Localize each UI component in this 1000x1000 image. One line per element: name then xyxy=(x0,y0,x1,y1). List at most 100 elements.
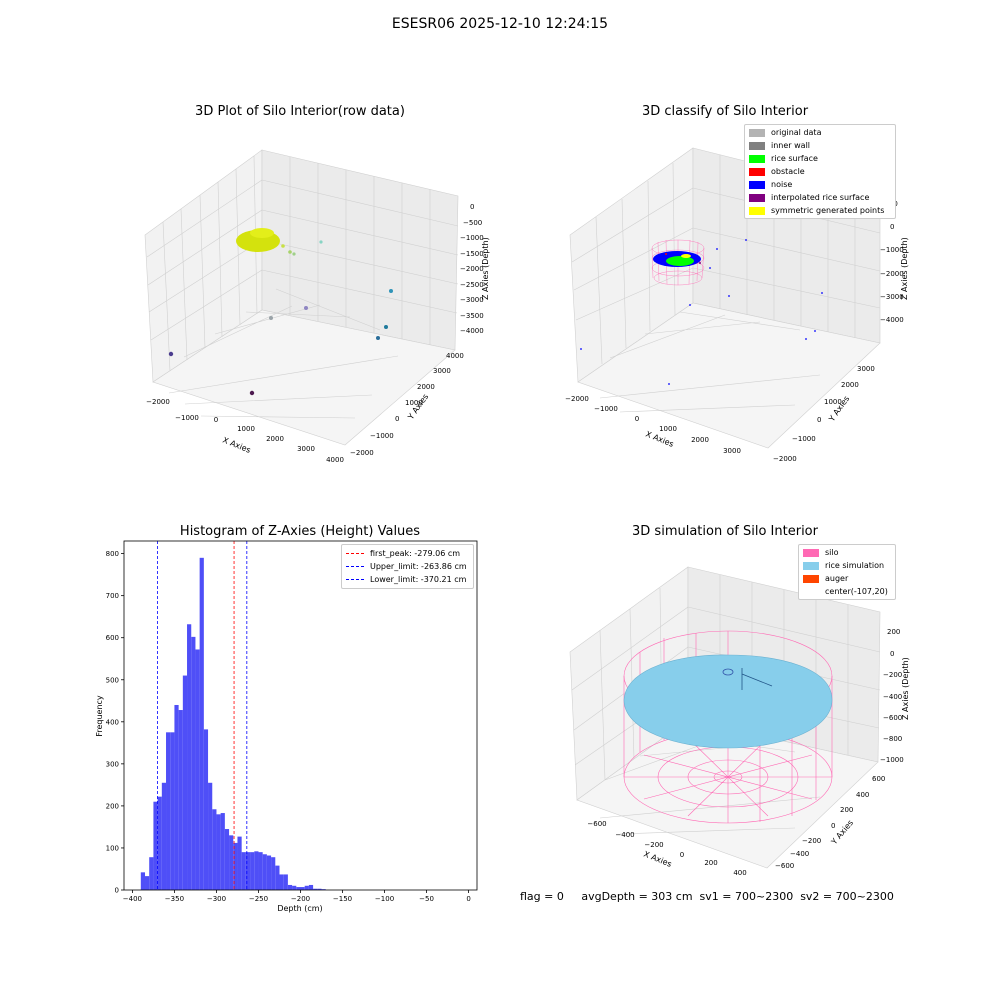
raw-plot-title: 3D Plot of Silo Interior(row data) xyxy=(195,104,405,119)
histogram-bar xyxy=(237,836,242,890)
histogram-chart: −400 −350 −300 −250 −200 −150 −100 −50 0 0 100 200… xyxy=(95,540,478,913)
y-tick-label: 500 xyxy=(106,676,119,684)
classify-y-tick: 3000 xyxy=(857,365,875,373)
legend-swatch xyxy=(749,206,765,215)
classify-z-tick: −4000 xyxy=(880,316,904,324)
classify-y-tick: −2000 xyxy=(773,455,797,463)
raw-z-label: Z Axies (Depth) xyxy=(481,237,490,300)
classify-z-tick: 0 xyxy=(890,223,894,231)
histogram-bar xyxy=(191,636,196,890)
classify-plot-title: 3D classify of Silo Interior xyxy=(641,104,809,119)
histogram-bar xyxy=(266,855,272,890)
legend-item: rice surface xyxy=(745,152,895,165)
classify-x-tick: 0 xyxy=(635,415,639,423)
legend-swatch xyxy=(749,167,765,176)
raw-z-tick: −1500 xyxy=(460,250,484,258)
histogram-bar xyxy=(199,557,204,890)
raw-z-tick: −4000 xyxy=(460,327,484,335)
histogram-bar xyxy=(254,851,259,890)
legend-swatch xyxy=(749,141,765,150)
histogram-bars xyxy=(140,557,326,890)
raw-y-tick: 3000 xyxy=(433,367,451,375)
histogram-bar xyxy=(233,842,238,890)
simulation-y-tick: −200 xyxy=(802,837,821,845)
histogram-bar xyxy=(229,835,234,890)
legend-item: original data xyxy=(745,126,895,139)
legend-label: auger xyxy=(825,574,849,583)
x-tick-label: 0 xyxy=(466,895,470,903)
simulation-z-tick: −400 xyxy=(883,693,902,701)
classify-x-tick: 1000 xyxy=(659,425,677,433)
legend-label: original data xyxy=(771,128,822,137)
legend-item: rice simulation xyxy=(799,559,895,572)
legend-label: Lower_limit: -370.21 cm xyxy=(370,575,467,584)
simulation-z-tick: −1000 xyxy=(880,756,904,764)
histogram-bar xyxy=(317,888,322,890)
histogram-reference-lines xyxy=(157,541,248,890)
simulation-x-label: X Axies xyxy=(642,850,673,869)
histogram-bar xyxy=(166,732,171,890)
histogram-bar xyxy=(275,865,280,890)
legend-item: Upper_limit: -263.86 cm xyxy=(342,560,473,573)
raw-y-tick: 0 xyxy=(395,415,399,423)
classify-y-tick: 1000 xyxy=(824,398,842,406)
simulation-plot-title: 3D simulation of Silo Interior xyxy=(632,524,818,539)
x-tick-label: −400 xyxy=(123,895,142,903)
legend-line xyxy=(346,566,364,567)
simulation-x-tick: 400 xyxy=(733,869,746,877)
legend-label: silo xyxy=(825,548,839,557)
histogram-bar xyxy=(245,852,251,890)
histogram-bar xyxy=(283,874,288,890)
histogram-bar xyxy=(153,801,158,890)
histogram-bar xyxy=(170,732,175,890)
histogram-bar xyxy=(149,857,154,890)
raw-y-tick: 1000 xyxy=(405,399,423,407)
y-tick-label: 700 xyxy=(106,592,119,600)
legend-swatch xyxy=(803,561,819,570)
legend-swatch xyxy=(749,128,765,137)
raw-y-tick: −1000 xyxy=(370,432,394,440)
raw-x-tick: −2000 xyxy=(146,398,170,406)
y-tick-label: 200 xyxy=(106,802,119,810)
legend-label: first_peak: -279.06 cm xyxy=(370,549,461,558)
simulation-z-tick: 200 xyxy=(887,628,900,636)
raw-x-tick: 3000 xyxy=(297,445,315,453)
legend-label: interpolated rice surface xyxy=(771,193,870,202)
histogram-bar xyxy=(287,884,293,890)
legend-swatch xyxy=(803,574,819,583)
histogram-bar xyxy=(187,624,192,890)
y-tick-label: 0 xyxy=(115,887,119,895)
histogram-bar xyxy=(157,796,162,890)
legend-line xyxy=(346,579,364,580)
simulation-x-tick: 0 xyxy=(680,851,684,859)
legend-label: inner wall xyxy=(771,141,811,150)
legend-item: obstacle xyxy=(745,165,895,178)
histogram-y-label: Frequency xyxy=(95,695,104,737)
legend-label: Upper_limit: -263.86 cm xyxy=(370,562,467,571)
raw-z-tick: −2000 xyxy=(460,265,484,273)
histogram-bar xyxy=(140,872,146,890)
classify-z-label: Z Axies (Depth) xyxy=(900,237,909,300)
x-tick-label: −100 xyxy=(375,895,394,903)
classify-y-tick: 0 xyxy=(817,416,821,424)
classify-x-tick: 3000 xyxy=(723,447,741,455)
simulation-y-tick: −600 xyxy=(775,862,794,870)
raw-x-ticks: −2000 −1000 0 1000 2000 3000 4000 xyxy=(146,398,344,464)
y-tick-label: 800 xyxy=(106,550,119,558)
legend-item: auger xyxy=(799,572,895,585)
histogram-bar xyxy=(220,813,225,890)
raw-3d-points xyxy=(168,228,393,396)
raw-y-tick: 2000 xyxy=(417,383,435,391)
y-tick-label: 600 xyxy=(106,634,119,642)
simulation-z-tick: −600 xyxy=(883,714,902,722)
legend-label: rice simulation xyxy=(825,561,885,570)
histogram-x-label: Depth (cm) xyxy=(277,904,322,913)
raw-z-tick: −3500 xyxy=(460,312,484,320)
x-tick-label: −250 xyxy=(249,895,268,903)
raw-y-ticks: −2000 −1000 0 1000 2000 3000 4000 xyxy=(350,352,464,457)
simulation-z-tick: −800 xyxy=(883,735,902,743)
raw-y-tick: 4000 xyxy=(446,352,464,360)
histogram-bar xyxy=(178,710,183,890)
simulation-legend: silo rice simulation auger center(-107,2… xyxy=(798,544,896,600)
x-tick-label: −300 xyxy=(207,895,226,903)
